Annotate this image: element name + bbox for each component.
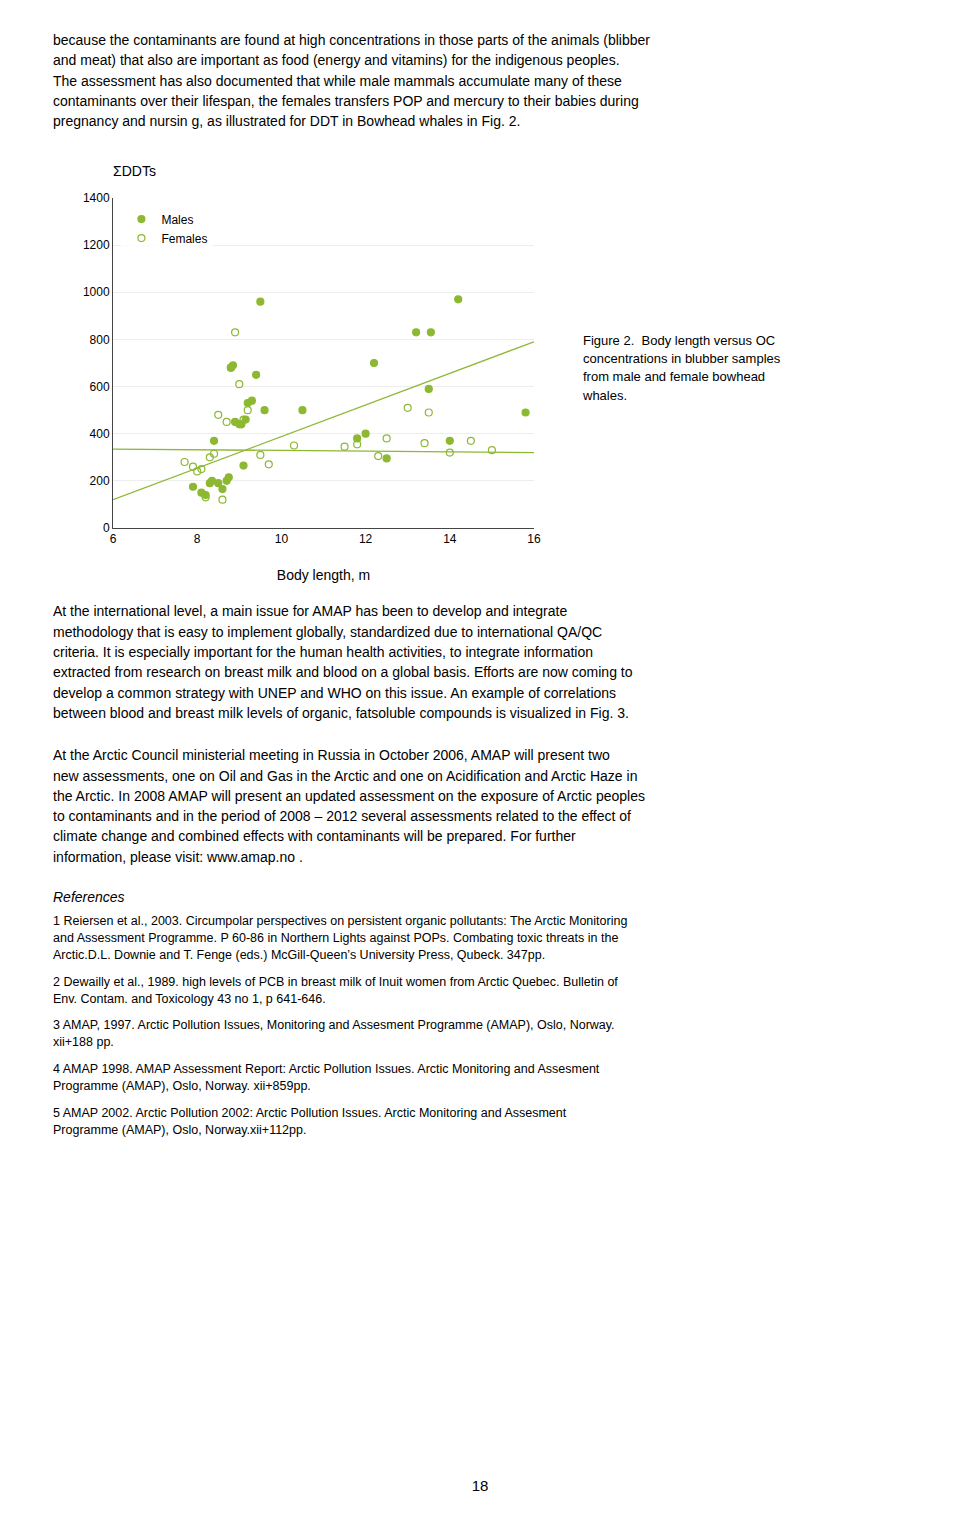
html-text:At the Arctic Council minister: At the Arctic Council ministerial meetin…	[53, 747, 645, 865]
html-text:3 AMAP, 1997. Arctic Pollution: 3 AMAP, 1997. Arctic Pollution Issues, M…	[53, 1018, 615, 1050]
svg-text:8: 8	[194, 533, 201, 547]
html-text:because the contaminants are f: because the contaminants are found at hi…	[53, 32, 650, 130]
html-text:2 Dewailly et al., 1989. high: 2 Dewailly et al., 1989. high levels of …	[53, 974, 618, 1006]
svg-text:800: 800	[90, 333, 110, 347]
html-text:4 AMAP 1998. AMAP Assessment R: 4 AMAP 1998. AMAP Assessment Report: Arc…	[53, 1062, 600, 1093]
html-text:1 Reiersen et al., 2003. Circu: 1 Reiersen et al., 2003. Circumpolar per…	[53, 914, 628, 962]
html-text:At the international level, a: At the international level, a main issue…	[53, 603, 633, 721]
html-text:5 AMAP 2002. Arctic Pollution: 5 AMAP 2002. Arctic Pollution 2002: Arct…	[53, 1105, 567, 1137]
html-text:Figure 2. Body length versus O: Figure 2. Body length versus OC concentr…	[583, 333, 781, 403]
svg-text:6: 6	[110, 533, 117, 547]
svg-text:0: 0	[103, 522, 110, 536]
svg-text:10: 10	[275, 533, 289, 547]
svg-text:Females: Females	[161, 232, 207, 246]
svg-text:1200: 1200	[83, 239, 110, 253]
svg-text:1400: 1400	[83, 192, 110, 206]
svg-text:Body length, m: Body length, m	[277, 567, 370, 583]
svg-text:ΣDDTs: ΣDDTs	[113, 163, 156, 179]
html-text:References: References	[53, 889, 125, 905]
svg-text:Males: Males	[161, 213, 193, 227]
html-text:18: 18	[471, 1477, 489, 1494]
svg-text:12: 12	[359, 533, 373, 547]
svg-text:14: 14	[443, 533, 457, 547]
svg-text:16: 16	[527, 533, 541, 547]
svg-text:200: 200	[90, 475, 110, 489]
svg-text:600: 600	[90, 380, 110, 394]
svg-text:400: 400	[90, 427, 110, 441]
svg-text:1000: 1000	[83, 286, 110, 300]
